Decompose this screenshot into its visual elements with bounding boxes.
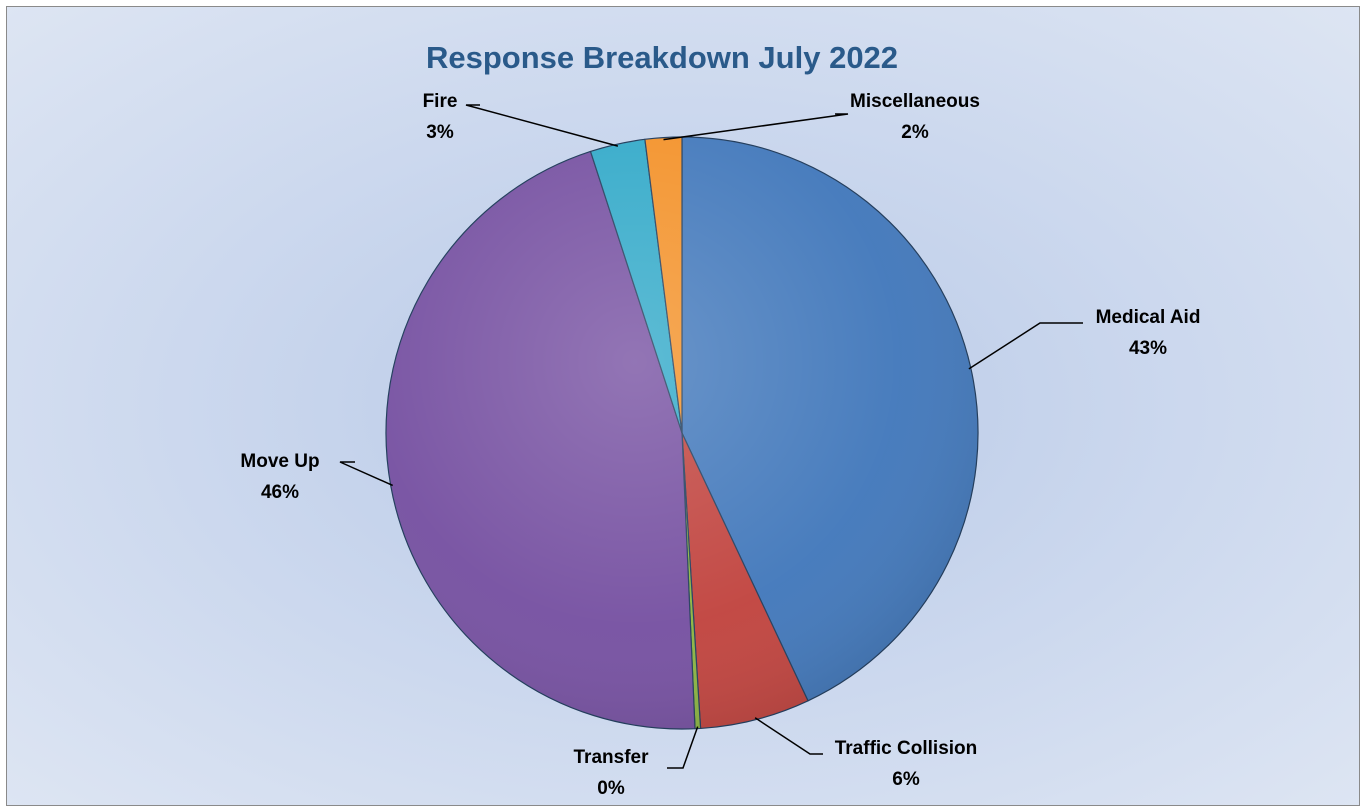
leader-transfer bbox=[667, 726, 699, 769]
label-pct-transfer: 0% bbox=[597, 778, 625, 799]
label-pct-medical-aid: 43% bbox=[1129, 338, 1167, 359]
leader-move-up bbox=[339, 461, 394, 487]
label-name-fire: Fire bbox=[423, 91, 458, 112]
leader-miscellaneous bbox=[663, 113, 849, 141]
pie-slices bbox=[385, 136, 979, 730]
label-name-medical-aid: Medical Aid bbox=[1096, 307, 1201, 328]
label-pct-move-up: 46% bbox=[261, 482, 299, 503]
label-pct-traffic-collision: 6% bbox=[892, 769, 920, 790]
leader-medical-aid bbox=[968, 322, 1083, 370]
label-pct-miscellaneous: 2% bbox=[901, 122, 929, 143]
leader-lines bbox=[339, 104, 1083, 769]
data-labels: Medical Aid 43% Traffic Collision 6% Transfe… bbox=[240, 91, 1200, 799]
label-name-transfer: Transfer bbox=[574, 747, 650, 768]
leader-fire bbox=[465, 104, 619, 147]
label-name-move-up: Move Up bbox=[240, 451, 319, 472]
label-name-traffic-collision: Traffic Collision bbox=[835, 738, 978, 759]
chart-title: Response Breakdown July 2022 bbox=[426, 40, 898, 75]
leader-traffic-collision bbox=[754, 717, 823, 755]
label-pct-fire: 3% bbox=[426, 122, 454, 143]
label-name-miscellaneous: Miscellaneous bbox=[850, 91, 980, 112]
